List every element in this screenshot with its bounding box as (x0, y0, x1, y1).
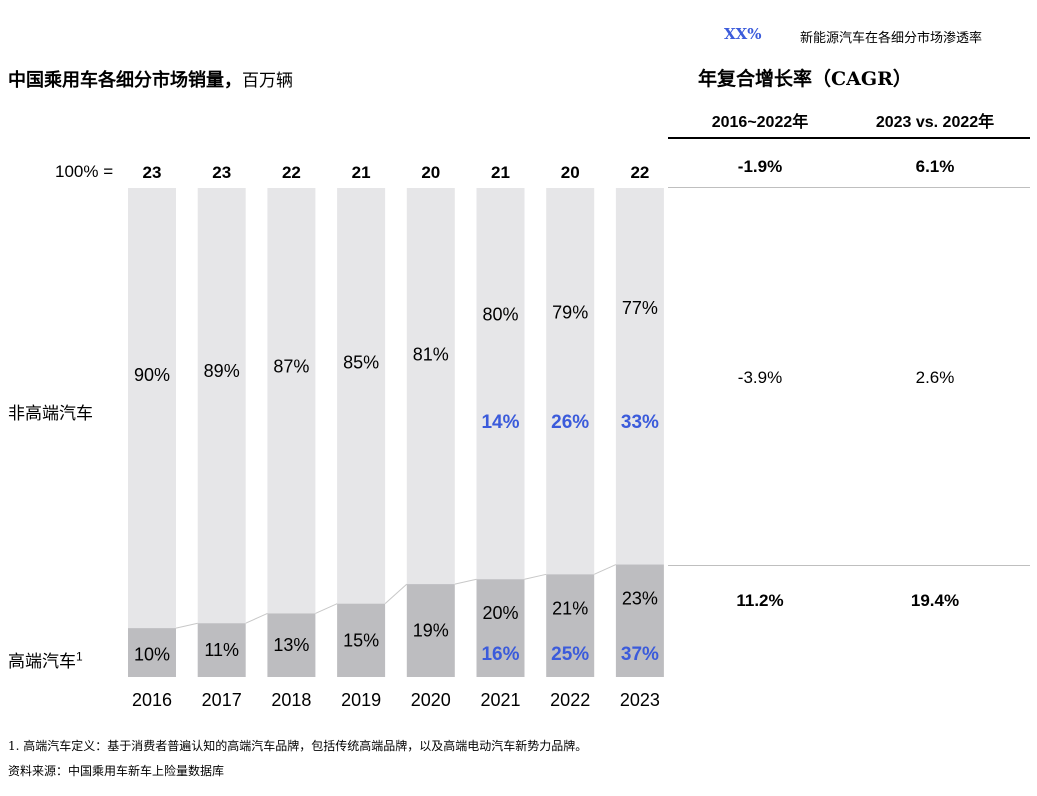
total-label-2020: 20 (421, 163, 440, 182)
total-label-2023: 22 (630, 163, 649, 182)
premium-footnote-marker: 1 (76, 649, 83, 664)
cagr-row-divider-1 (668, 187, 1030, 188)
bar-non-premium-2023 (615, 188, 664, 565)
bar-non-premium-2016 (128, 188, 176, 629)
x-tick-2019: 2019 (341, 690, 381, 710)
bar-premium-2023 (615, 564, 664, 677)
cagr-col-2023-vs-2022: 2023 vs. 2022年 (875, 114, 995, 131)
bar-non-premium-2019 (337, 188, 386, 604)
premium-share-2017: 11% (204, 640, 239, 660)
bar-non-premium-2021 (476, 188, 525, 580)
source-note: 资料来源：中国乘用车新车上险量数据库 (8, 764, 225, 778)
bar-non-premium-2018 (267, 188, 316, 614)
nev-non-premium-2022: 26% (551, 412, 589, 433)
legend-text: 新能源汽车在各细分市场渗透率 (800, 31, 983, 46)
cagr-col-2016-2022: 2016~2022年 (711, 114, 809, 131)
nev-premium-2022: 25% (551, 644, 589, 665)
x-tick-2023: 2023 (620, 690, 660, 710)
premium-connector-line (524, 573, 547, 580)
premium-share-2020: 19% (413, 621, 449, 641)
cagr-total-2016-2022: -1.9% (737, 157, 783, 176)
premium-share-2023: 23% (622, 589, 658, 609)
non-premium-label: 非高端汽车 (8, 404, 93, 424)
cagr-premium-2016-2022: 11.2% (736, 591, 784, 610)
nev-non-premium-2021: 14% (481, 412, 519, 433)
bar-premium-2020 (406, 584, 455, 677)
bar-premium-2017 (197, 623, 246, 677)
premium-share-2022: 21% (552, 598, 588, 618)
cagr-total-2023-vs-2022: 6.1% (915, 157, 955, 176)
bar-non-premium-2017 (197, 188, 246, 624)
x-tick-2016: 2016 (132, 690, 172, 710)
premium-connector-line (593, 564, 617, 575)
premium-share-2021: 20% (482, 603, 518, 623)
legend-key: XX% (724, 25, 762, 43)
bar-non-premium-2022 (546, 188, 595, 575)
total-label-2018: 22 (282, 163, 301, 182)
premium-connector-line (384, 583, 408, 605)
chart-title: 中国乘用车各细分市场销量，百万辆 (8, 66, 293, 92)
chart-title-unit: 百万辆 (242, 71, 293, 91)
total-label-2022: 20 (561, 163, 580, 182)
nev-premium-2023: 37% (621, 644, 659, 665)
nev-premium-2021: 16% (481, 644, 519, 665)
x-tick-2017: 2017 (202, 690, 242, 710)
non-premium-share-2017: 89% (204, 361, 240, 381)
cagr-premium-2023-vs-2022: 19.4% (910, 591, 960, 610)
non-premium-share-2016: 90% (134, 365, 170, 385)
bar-premium-2021 (476, 579, 525, 677)
premium-connector-line (315, 603, 338, 614)
premium-label: 高端汽车1 (8, 647, 83, 672)
bar-non-premium-2020 (406, 188, 455, 585)
total-prefix-label: 100% = (55, 162, 114, 181)
nev-non-premium-2023: 33% (621, 412, 659, 433)
premium-connector-line (454, 578, 477, 585)
non-premium-share-2022: 79% (552, 302, 588, 322)
bar-premium-2019 (337, 603, 386, 677)
total-label-2017: 23 (212, 163, 231, 182)
total-label-2021: 21 (491, 163, 510, 182)
premium-label-text: 高端汽车 (8, 652, 76, 672)
premium-connector-line (175, 622, 198, 629)
premium-share-2018: 13% (273, 635, 309, 655)
non-premium-share-2021: 80% (482, 304, 518, 324)
chart-title-main: 中国乘用车各细分市场销量， (8, 70, 242, 91)
non-premium-share-2019: 85% (343, 353, 379, 373)
cagr-non-premium-2023-vs-2022: 2.6% (915, 368, 955, 387)
x-tick-2018: 2018 (271, 690, 311, 710)
non-premium-share-2020: 81% (413, 344, 449, 364)
bar-premium-2016 (128, 628, 176, 677)
total-label-2019: 21 (352, 163, 371, 182)
x-tick-2021: 2021 (480, 690, 520, 710)
bar-premium-2018 (267, 613, 316, 677)
cagr-non-premium-2016-2022: -3.9% (737, 368, 783, 387)
x-tick-2022: 2022 (550, 690, 590, 710)
non-premium-share-2018: 87% (273, 357, 309, 377)
x-tick-2020: 2020 (411, 690, 451, 710)
premium-connector-line (245, 612, 268, 624)
total-label-2016: 23 (143, 163, 162, 182)
premium-share-2016: 10% (134, 645, 170, 665)
cagr-row-divider-2 (668, 565, 1030, 566)
cagr-title: 年复合增长率（CAGR） (698, 68, 912, 90)
footnote-1: 1. 高端汽车定义：基于消费者普遍认知的高端汽车品牌，包括传统高端品牌，以及高端… (8, 739, 588, 753)
premium-share-2019: 15% (343, 630, 379, 650)
non-premium-share-2023: 77% (622, 298, 658, 318)
bar-premium-2022 (546, 574, 595, 677)
cagr-header-rule (668, 137, 1030, 139)
